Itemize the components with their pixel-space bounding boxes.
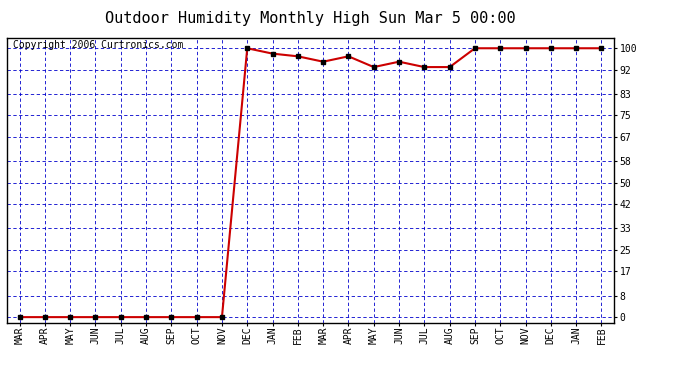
Text: Outdoor Humidity Monthly High Sun Mar 5 00:00: Outdoor Humidity Monthly High Sun Mar 5 … — [105, 11, 516, 26]
Text: Copyright 2006 Curtronics.com: Copyright 2006 Curtronics.com — [13, 40, 184, 50]
